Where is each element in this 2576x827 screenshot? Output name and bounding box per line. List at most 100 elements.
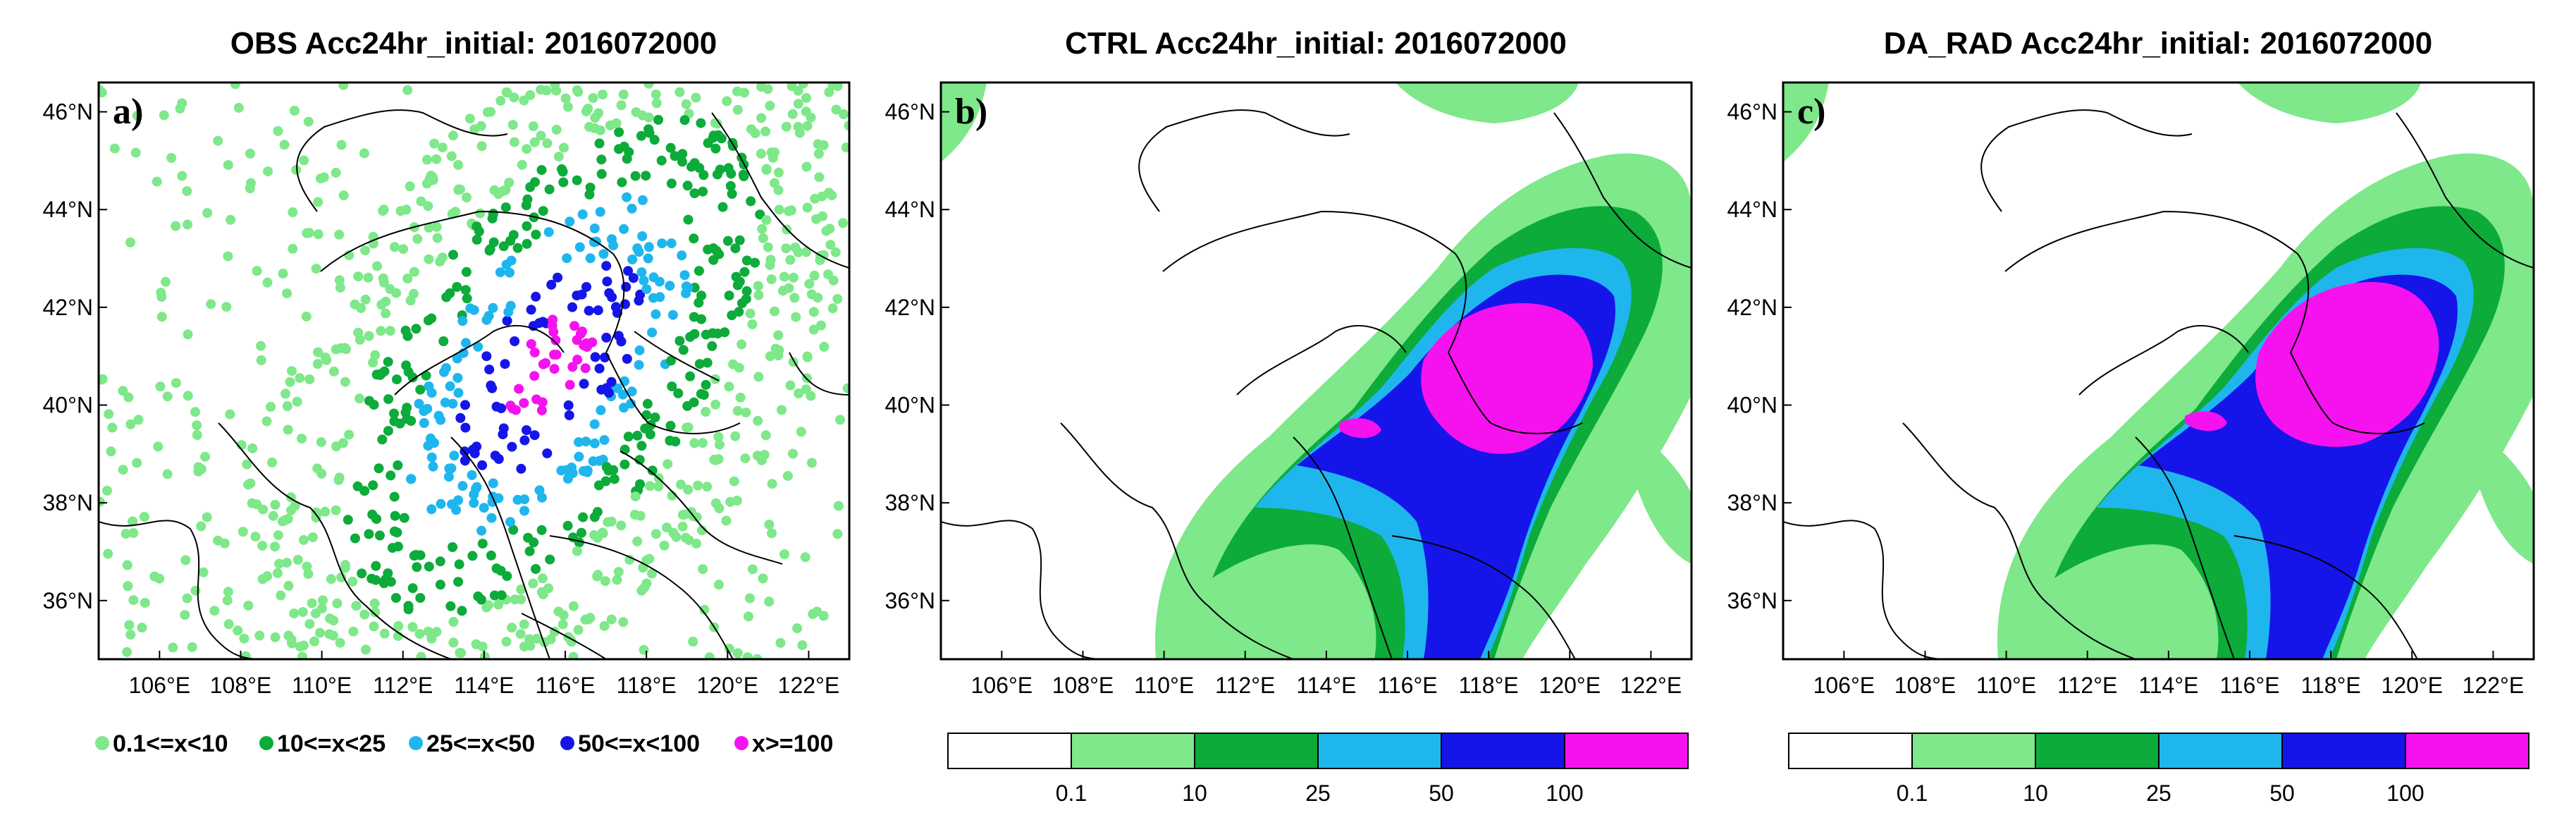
obs-station-dot (689, 329, 700, 339)
obs-station-dot (519, 619, 529, 630)
obs-station-dot (730, 243, 741, 254)
obs-station-dot (223, 251, 233, 262)
panel-b: CTRL Acc24hr_initial: 2016072000 (885, 26, 1693, 698)
obs-station-dot (128, 595, 139, 606)
obs-station-dot (798, 82, 808, 89)
colorbar-segment (2158, 733, 2283, 769)
obs-station-dot (376, 326, 386, 336)
obs-station-dot (634, 247, 644, 257)
obs-station-dot (785, 255, 796, 265)
obs-station-dot (257, 541, 268, 551)
obs-station-dot (813, 139, 823, 149)
obs-station-dot (423, 201, 433, 212)
obs-station-dot (529, 430, 540, 441)
obs-station-dot (750, 128, 760, 138)
lat-tick-label: 44°N (885, 197, 936, 222)
obs-station-dot (332, 598, 343, 608)
obs-station-dot (242, 459, 252, 470)
obs-station-dot (752, 451, 763, 461)
obs-station-dot (465, 303, 476, 314)
obs-station-dot (366, 573, 377, 584)
obs-station-dot (610, 302, 621, 312)
obs-station-dot (509, 92, 519, 103)
obs-station-dot (696, 525, 707, 536)
obs-station-dot (383, 394, 394, 405)
obs-station-dot (202, 208, 213, 218)
obs-station-dot (581, 436, 591, 447)
obs-station-dot (326, 574, 336, 584)
obs-station-dot (765, 101, 775, 111)
obs-station-dot (624, 554, 635, 565)
obs-station-dot (364, 529, 374, 539)
obs-station-dot (835, 415, 845, 425)
obs-station-dot (756, 113, 767, 123)
obs-station-dot (102, 486, 112, 496)
obs-station-dot (782, 471, 793, 481)
obs-station-dot (233, 102, 244, 113)
obs-station-dot (584, 121, 595, 132)
obs-station-dot (357, 568, 367, 579)
obs-station-dot (711, 245, 722, 256)
obs-station-dot (832, 294, 843, 304)
obs-station-dot (627, 386, 637, 397)
colorbar-tick-label: 25 (2146, 780, 2171, 806)
obs-station-dot (519, 506, 529, 516)
obs-station-dot (806, 112, 816, 123)
obs-station-dot (500, 202, 511, 213)
obs-station-dot (516, 463, 526, 474)
obs-station-dot (609, 474, 620, 484)
obs-station-dot (543, 583, 554, 594)
obs-station-dot (634, 295, 644, 306)
obs-station-dot (166, 153, 177, 163)
obs-station-dot (461, 267, 472, 277)
obs-station-dot (183, 391, 193, 401)
obs-station-dot (685, 371, 696, 381)
colorbar-segment (1788, 733, 1913, 769)
obs-station-dot (340, 376, 350, 387)
obs-station-dot (428, 461, 438, 472)
obs-station-dot (303, 569, 314, 580)
panel-b-lat-ticks: 46°N 44°N 42°N 40°N 38°N 36°N (885, 99, 949, 613)
obs-station-dot (767, 528, 777, 539)
obs-station-dot (403, 601, 414, 611)
obs-station-dot (817, 191, 827, 202)
obs-station-dot (407, 583, 418, 594)
obs-station-dot (471, 484, 481, 494)
obs-station-dot (451, 505, 462, 515)
obs-station-dot (414, 398, 424, 409)
obs-station-dot (534, 318, 545, 329)
obs-station-dot (603, 388, 614, 398)
obs-station-dot (190, 407, 200, 417)
obs-station-dot (594, 138, 605, 149)
obs-station-dot (252, 266, 262, 276)
obs-station-dot (794, 388, 804, 398)
obs-station-dot (250, 532, 261, 542)
obs-station-dot (441, 292, 452, 302)
obs-station-dot (298, 534, 309, 545)
obs-station-dot (572, 355, 583, 365)
obs-station-dot (502, 316, 512, 326)
ctrl-band-100 (1339, 303, 1593, 454)
obs-station-dot (792, 623, 803, 634)
obs-station-dot (813, 149, 824, 159)
obs-station-dot (453, 495, 464, 506)
obs-station-dot (546, 279, 557, 290)
obs-station-dot (353, 271, 364, 282)
obs-station-dot (460, 455, 470, 466)
obs-station-dot (647, 568, 657, 579)
obs-station-dot (495, 95, 506, 106)
obs-station-dot (806, 458, 817, 468)
obs-station-dot (598, 249, 609, 259)
obs-station-dot (637, 231, 648, 241)
obs-station-dot (562, 253, 572, 264)
obs-station-dot (663, 459, 673, 470)
obs-station-dot (448, 637, 459, 648)
obs-station-dot (793, 121, 803, 132)
obs-station-dot (616, 520, 627, 531)
obs-station-dot (651, 98, 662, 109)
obs-station-dot (519, 95, 529, 106)
obs-station-dot (361, 644, 371, 655)
obs-station-dot (152, 176, 162, 187)
obs-station-dot (457, 606, 467, 616)
obs-station-dot (538, 206, 548, 216)
